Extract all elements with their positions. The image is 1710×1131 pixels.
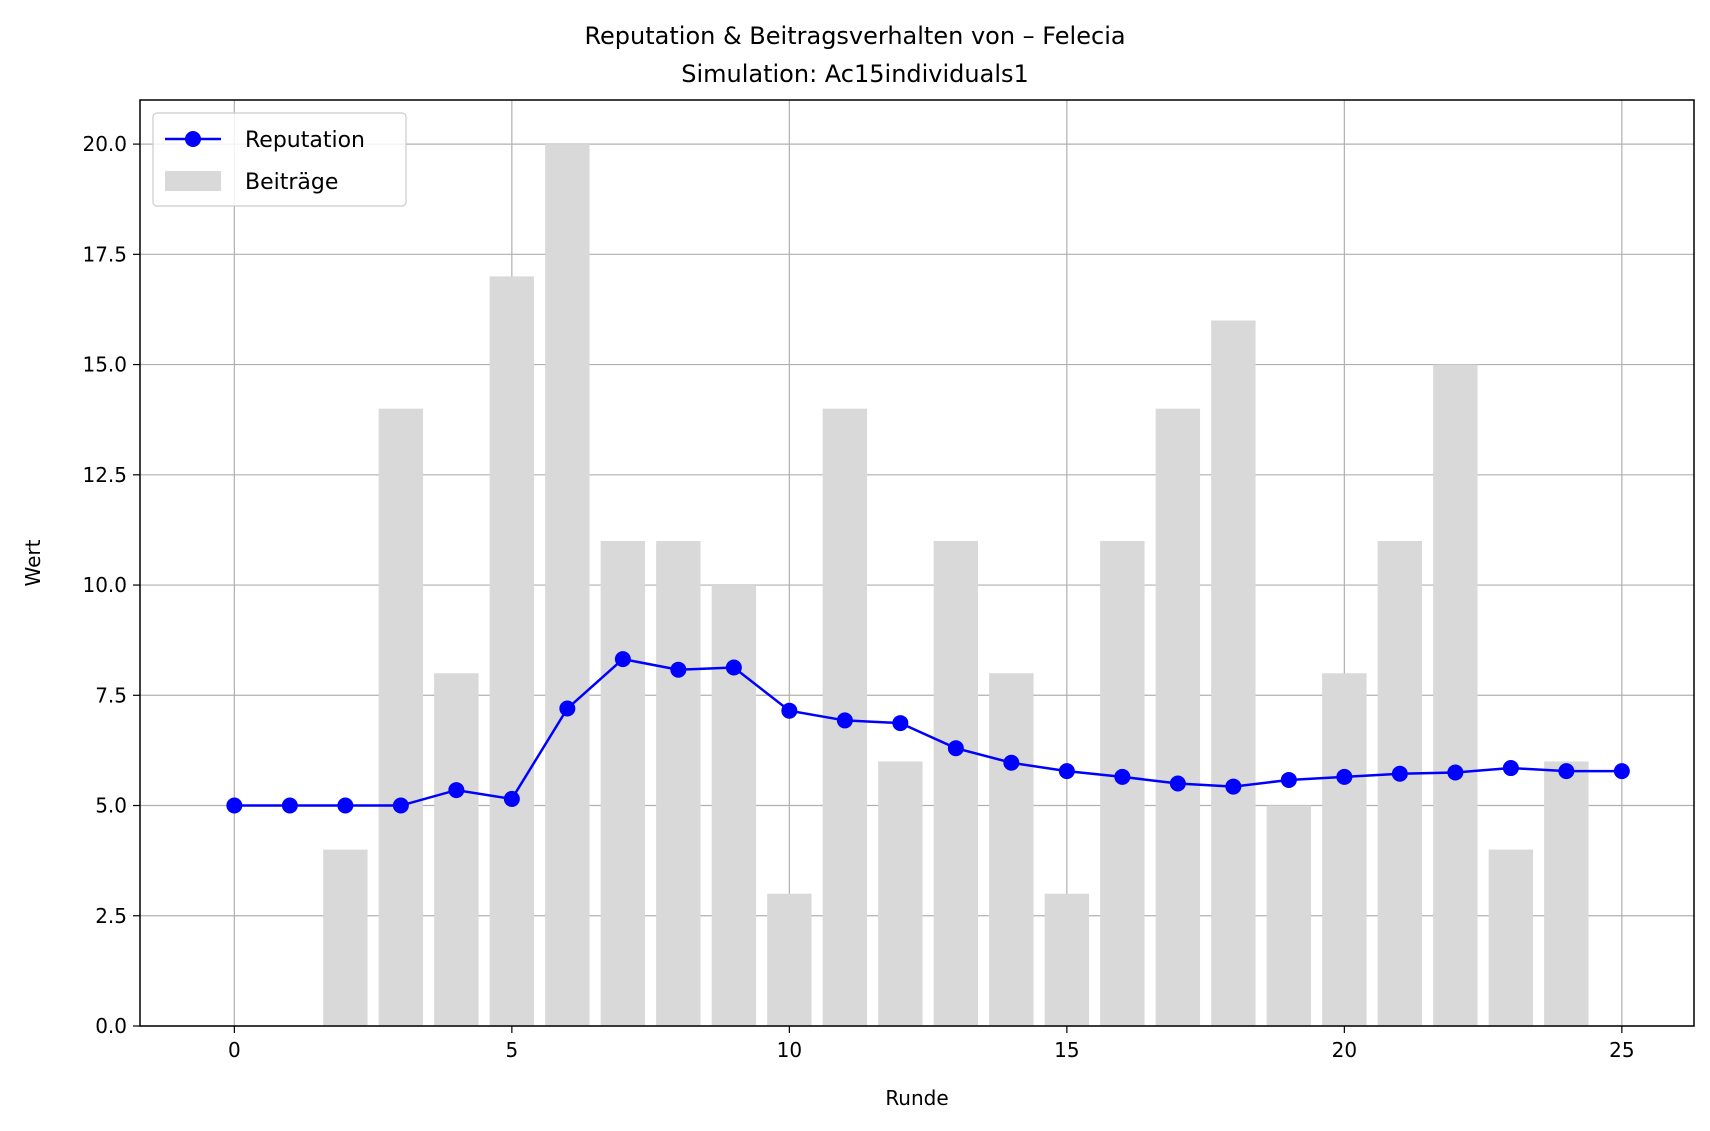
legend-label-reputation: Reputation: [245, 128, 365, 153]
bars-beitraege: [323, 144, 1589, 1027]
x-tick-label: 20: [1332, 1038, 1357, 1062]
x-tick-label: 15: [1054, 1038, 1079, 1062]
bar: [545, 144, 590, 1027]
reputation-point: [1336, 768, 1353, 785]
reputation-point: [725, 659, 742, 676]
reputation-point: [836, 712, 853, 729]
reputation-point: [337, 797, 354, 814]
bar: [489, 276, 535, 1026]
reputation-point: [559, 700, 576, 717]
chart-subtitle: Simulation: Ac15individuals1: [681, 60, 1029, 88]
bar: [878, 761, 923, 1026]
y-tick-label: 5.0: [95, 794, 127, 818]
bar: [600, 540, 646, 1026]
bar: [1322, 673, 1367, 1026]
y-tick-label: 12.5: [82, 463, 127, 487]
bar: [378, 408, 424, 1027]
y-tick-label: 0.0: [95, 1014, 127, 1038]
axis-ticks: 0 5 10 15 20 25 0.0 2.5 5.0 7.5 10.0 12.5 15.0 17.5 20…: [82, 132, 1634, 1062]
bar: [1488, 849, 1534, 1026]
reputation-point: [781, 702, 798, 719]
x-tick-label: 0: [228, 1038, 241, 1062]
reputation-point: [1058, 763, 1075, 780]
bar: [1044, 893, 1090, 1026]
legend-label-beitraege: Beiträge: [245, 170, 338, 195]
reputation-point: [226, 797, 243, 814]
bar: [989, 673, 1034, 1026]
reputation-point: [1003, 754, 1020, 771]
x-tick-label: 25: [1609, 1038, 1634, 1062]
reputation-point: [670, 661, 687, 678]
legend-marker-swatch: [185, 131, 201, 147]
reputation-point: [947, 740, 964, 757]
bar: [767, 893, 812, 1026]
reputation-point: [1280, 771, 1297, 788]
reputation-point: [614, 651, 631, 668]
reputation-point: [503, 790, 520, 807]
reputation-point: [1225, 778, 1242, 795]
bar: [1377, 540, 1423, 1026]
bar: [1544, 761, 1589, 1026]
x-axis-label: Runde: [885, 1086, 948, 1110]
bar: [323, 849, 368, 1026]
reputation-point: [1447, 764, 1464, 781]
reputation-point: [1502, 760, 1519, 777]
line-reputation: [226, 651, 1630, 814]
reputation-point: [892, 715, 909, 732]
reputation-point: [1169, 775, 1186, 792]
bar: [1211, 320, 1256, 1026]
bar: [434, 673, 479, 1026]
bar: [656, 540, 701, 1026]
reputation-point: [1391, 765, 1408, 782]
y-tick-label: 7.5: [95, 683, 127, 707]
y-tick-label: 10.0: [82, 573, 127, 597]
reputation-line: [234, 657, 1622, 807]
y-tick-label: 20.0: [82, 132, 127, 156]
reputation-point: [392, 797, 409, 814]
y-tick-label: 2.5: [95, 904, 127, 928]
y-tick-label: 17.5: [82, 242, 127, 266]
x-tick-label: 10: [777, 1038, 802, 1062]
bar: [933, 540, 979, 1026]
plot-frame: [139, 99, 1695, 1027]
bar: [711, 585, 757, 1026]
chart-title: Reputation & Beitragsverhalten von – Fel…: [584, 22, 1125, 50]
legend-bar-swatch: [165, 171, 221, 191]
reputation-point: [1114, 768, 1131, 785]
bar: [1433, 364, 1478, 1027]
legend: Reputation Beiträge: [152, 112, 407, 207]
y-axis-label: Wert: [21, 539, 45, 586]
reputation-point: [1613, 763, 1630, 780]
y-tick-label: 15.0: [82, 353, 127, 377]
bar: [1266, 805, 1312, 1026]
reputation-point: [1558, 763, 1575, 780]
reputation-point: [448, 782, 465, 799]
reputation-point: [281, 797, 298, 814]
bar: [1155, 408, 1201, 1027]
x-tick-label: 5: [505, 1038, 518, 1062]
